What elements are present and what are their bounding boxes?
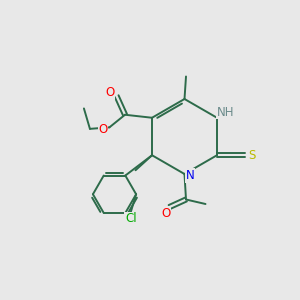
Text: O: O bbox=[105, 86, 115, 99]
Text: O: O bbox=[98, 123, 107, 136]
Text: S: S bbox=[248, 149, 255, 162]
Text: N: N bbox=[185, 169, 194, 182]
Text: NH: NH bbox=[217, 106, 234, 119]
Text: O: O bbox=[161, 207, 170, 220]
Text: Cl: Cl bbox=[125, 212, 136, 225]
